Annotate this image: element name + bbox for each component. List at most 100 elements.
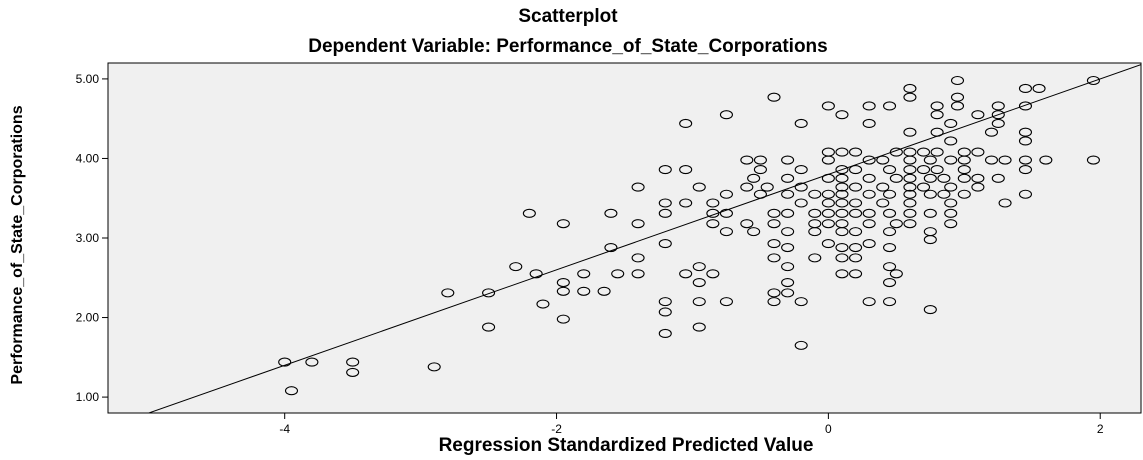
data-point [679, 118, 693, 129]
data-point [679, 198, 693, 208]
data-point [781, 189, 795, 199]
data-point [658, 328, 672, 339]
data-point [957, 165, 971, 175]
y-tick-label: 5.00 [76, 72, 100, 86]
data-point [835, 147, 849, 157]
data-point [862, 297, 876, 307]
data-point [916, 147, 931, 157]
data-point [692, 277, 706, 288]
data-point [719, 297, 733, 307]
data-point [346, 357, 360, 367]
data-point [903, 198, 917, 208]
data-point [794, 165, 808, 175]
data-point [1039, 155, 1053, 165]
data-point [835, 269, 849, 279]
data-point [808, 189, 822, 199]
data-point [577, 286, 591, 296]
data-point [835, 173, 849, 183]
data-point [305, 357, 319, 367]
data-point [835, 189, 849, 199]
data-point [903, 189, 917, 199]
data-point [740, 155, 754, 165]
data-point [862, 155, 876, 165]
data-point [930, 147, 944, 157]
data-point [835, 253, 849, 263]
data-point [767, 253, 781, 263]
data-point [991, 118, 1005, 129]
data-point [794, 198, 808, 208]
data-point [944, 182, 958, 192]
data-point [821, 189, 835, 199]
data-point [794, 182, 808, 192]
data-point [889, 219, 903, 229]
data-point [903, 83, 917, 94]
data-point [747, 227, 761, 237]
data-point [1018, 83, 1033, 94]
data-point [808, 227, 822, 237]
y-tick-label: 1.00 [76, 390, 100, 404]
x-axis-label: Regression Standardized Predicted Value [439, 435, 814, 456]
data-point [991, 173, 1005, 183]
data-point [835, 198, 849, 208]
data-point [862, 239, 876, 249]
data-point [882, 242, 897, 253]
data-point [781, 262, 795, 272]
data-point [556, 219, 570, 229]
data-point [882, 189, 897, 199]
data-point [284, 386, 299, 396]
data-point [781, 155, 795, 165]
data-point [781, 173, 795, 183]
data-point [944, 198, 958, 208]
data-point [760, 182, 774, 192]
data-point [930, 110, 944, 120]
data-point [971, 173, 985, 183]
data-point [529, 269, 543, 279]
data-point [781, 208, 795, 218]
data-point [944, 118, 958, 129]
data-point [821, 208, 835, 218]
data-point [882, 165, 897, 175]
data-point [556, 286, 570, 296]
data-point [957, 173, 971, 183]
data-point [631, 269, 645, 279]
data-point [692, 322, 706, 332]
data-point [794, 340, 808, 350]
data-point [346, 367, 360, 377]
data-point [441, 288, 455, 298]
y-tick-label: 2.00 [76, 311, 100, 325]
data-point [916, 182, 931, 192]
x-tick-label: -2 [551, 422, 562, 436]
data-point [849, 147, 863, 157]
data-point [971, 147, 985, 157]
data-point [611, 269, 625, 279]
data-point [937, 189, 951, 199]
data-point [631, 219, 645, 229]
data-point [753, 155, 767, 165]
data-point [923, 155, 937, 165]
data-point [835, 227, 849, 237]
data-point [706, 269, 720, 279]
data-point [427, 362, 441, 372]
y-axis-label: Performance_of_State_Corporations [9, 105, 26, 384]
data-point [1018, 127, 1033, 137]
data-point [998, 198, 1012, 208]
data-point [923, 189, 937, 199]
data-point [903, 127, 917, 137]
data-point [747, 173, 761, 183]
fit-line-layer [147, 64, 1141, 413]
data-point [821, 198, 835, 208]
data-point [808, 208, 822, 218]
data-point [882, 101, 897, 111]
x-tick-label: 2 [1097, 422, 1104, 436]
data-point [719, 227, 733, 237]
data-point [950, 92, 965, 102]
data-point [821, 155, 835, 165]
data-point [903, 155, 917, 165]
data-point [849, 198, 863, 208]
data-point [482, 322, 496, 332]
x-tick-label: -4 [279, 422, 290, 436]
data-point [944, 136, 958, 146]
data-point [876, 155, 890, 165]
fit-line [147, 64, 1141, 413]
